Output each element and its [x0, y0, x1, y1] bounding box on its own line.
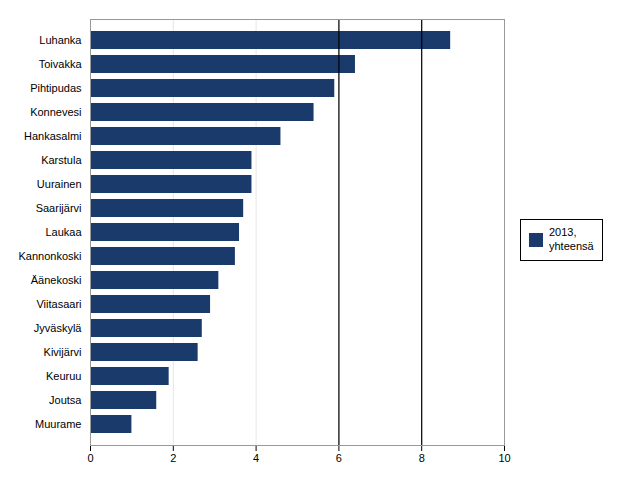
html-text:2013, yhteensä: 2013, yhteensä [549, 226, 594, 252]
svg-text:Viitasaari: Viitasaari [36, 298, 81, 310]
svg-text:Kivijärvi: Kivijärvi [44, 346, 82, 358]
svg-text:4: 4 [253, 452, 259, 464]
svg-text:Laukaa: Laukaa [45, 226, 82, 238]
svg-text:Jyväskylä: Jyväskylä [34, 322, 83, 334]
svg-text:Karstula: Karstula [41, 154, 82, 166]
svg-text:Keuruu: Keuruu [46, 370, 81, 382]
svg-text:Luhanka: Luhanka [39, 34, 82, 46]
svg-text:Saarijärvi: Saarijärvi [36, 202, 82, 214]
svg-text:Konnevesi: Konnevesi [30, 106, 81, 118]
svg-text:Toivakka: Toivakka [39, 58, 83, 70]
svg-text:10: 10 [498, 452, 510, 464]
svg-text:Muurame: Muurame [35, 418, 81, 430]
svg-text:Uurainen: Uurainen [37, 178, 82, 190]
svg-text:2: 2 [170, 452, 176, 464]
svg-text:Pihtipudas: Pihtipudas [30, 82, 82, 94]
svg-text:8: 8 [419, 452, 425, 464]
svg-text:Kannonkoski: Kannonkoski [19, 250, 82, 262]
svg-text:Äänekoski: Äänekoski [31, 274, 82, 286]
svg-text:6: 6 [336, 452, 342, 464]
svg-text:Hankasalmi: Hankasalmi [24, 130, 81, 142]
svg-text:0: 0 [87, 452, 93, 464]
svg-text:Joutsa: Joutsa [49, 394, 82, 406]
